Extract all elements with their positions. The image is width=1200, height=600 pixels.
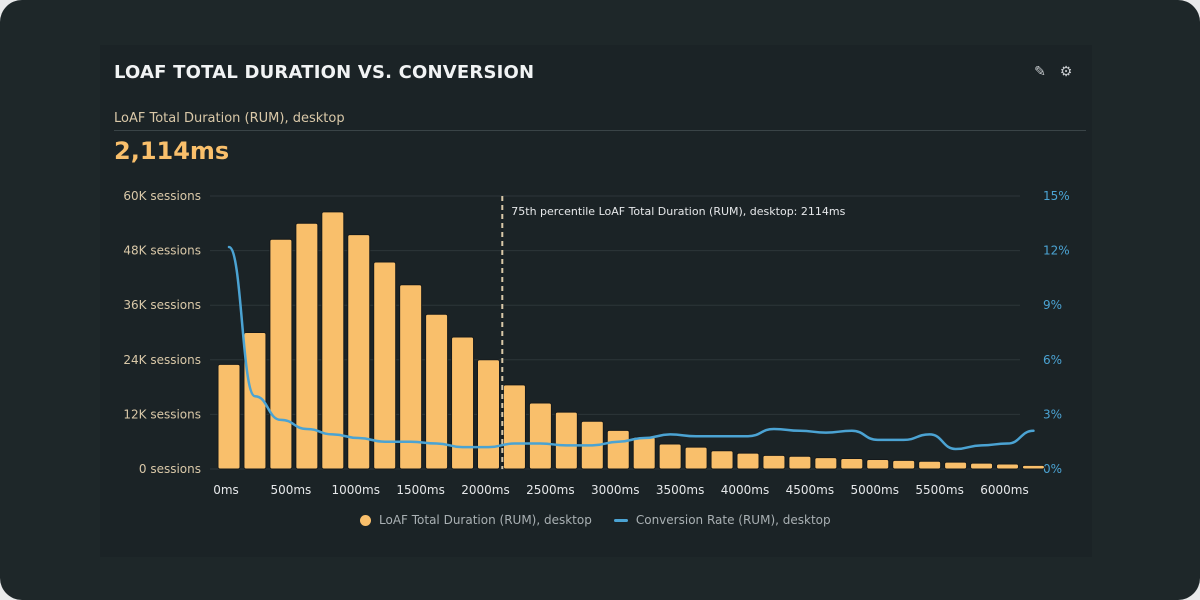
x-tick-label: 5500ms (915, 483, 963, 497)
bar (996, 463, 1019, 470)
y-tick-label: 12K sessions (123, 407, 201, 421)
bar (347, 234, 371, 470)
card-actions: ✎ ⚙ (1032, 64, 1074, 80)
y2-tick-label: 6% (1043, 353, 1062, 367)
x-tick-label: 2500ms (526, 483, 574, 497)
bar (892, 459, 916, 470)
divider (114, 130, 1086, 131)
x-tick-label: 1500ms (396, 483, 444, 497)
metric-subtitle: LoAF Total Duration (RUM), desktop (114, 111, 345, 126)
metric-value: 2,114ms (114, 137, 230, 165)
y2-tick-label: 0% (1043, 462, 1062, 476)
x-tick-label: 2000ms (461, 483, 509, 497)
bar (528, 402, 552, 470)
y2-tick-label: 15% (1043, 189, 1070, 203)
bar (373, 261, 397, 470)
y-tick-label: 36K sessions (123, 298, 201, 312)
bar (243, 332, 267, 470)
bar (632, 436, 656, 470)
bar (321, 211, 345, 470)
legend: LoAF Total Duration (RUM), desktop Conve… (360, 513, 831, 527)
y-tick-label: 0 sessions (139, 462, 201, 476)
y-tick-label: 24K sessions (123, 353, 201, 367)
x-tick-label: 4000ms (721, 483, 769, 497)
y2-tick-label: 12% (1043, 244, 1070, 258)
x-tick-label: 5000ms (851, 483, 899, 497)
chart-title: LOAF TOTAL DURATION VS. CONVERSION (114, 62, 535, 83)
bar (762, 454, 786, 470)
bar (269, 238, 293, 470)
bar (840, 458, 864, 470)
y2-tick-label: 3% (1043, 407, 1062, 421)
bar (736, 452, 760, 470)
bar (684, 446, 708, 470)
bar (918, 460, 942, 470)
legend-bar-swatch (360, 514, 371, 526)
x-tick-label: 4500ms (786, 483, 834, 497)
bar (944, 461, 968, 470)
y-tick-label: 48K sessions (123, 244, 201, 258)
bar (606, 429, 630, 470)
bar (788, 455, 812, 470)
x-tick-label: 1000ms (332, 483, 380, 497)
legend-bar-label[interactable]: LoAF Total Duration (RUM), desktop (379, 513, 592, 527)
x-tick-label: 6000ms (980, 483, 1028, 497)
conversion-line (227, 245, 1035, 451)
y2-tick-label: 9% (1043, 298, 1062, 312)
bar (399, 284, 423, 470)
bar (425, 313, 449, 470)
legend-line-label[interactable]: Conversion Rate (RUM), desktop (635, 513, 831, 527)
bar (502, 384, 526, 470)
bar (814, 457, 838, 470)
bar (710, 450, 734, 470)
legend-line-swatch (613, 518, 628, 522)
x-tick-label: 0ms (213, 483, 239, 497)
x-tick-label: 3000ms (591, 483, 639, 497)
bar (451, 336, 475, 470)
gear-icon[interactable]: ⚙ (1059, 64, 1073, 80)
x-tick-label: 3500ms (656, 483, 704, 497)
bar (866, 458, 890, 470)
bar (658, 443, 682, 470)
pencil-icon[interactable]: ✎ (1034, 64, 1046, 80)
y-tick-label: 60K sessions (123, 189, 201, 203)
bar (217, 363, 241, 470)
bar (295, 222, 319, 470)
bar (970, 462, 994, 470)
x-tick-label: 500ms (270, 483, 311, 497)
bar (477, 359, 500, 470)
bar (554, 411, 578, 470)
percentile-annotation: 75th percentile LoAF Total Duration (RUM… (511, 205, 845, 218)
bar (1021, 464, 1045, 470)
